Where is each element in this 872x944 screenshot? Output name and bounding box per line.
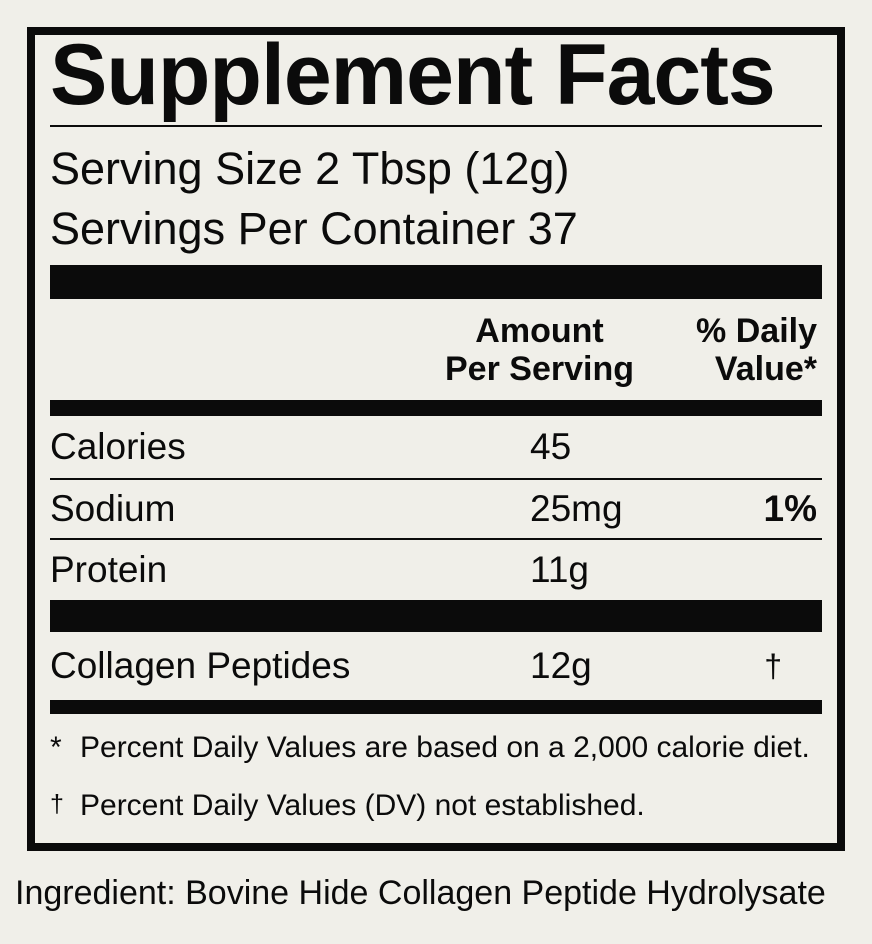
separator-bar-under-header	[50, 400, 822, 416]
row-divider	[50, 538, 822, 540]
footnote-dv-not-established: † Percent Daily Values (DV) not establis…	[50, 788, 822, 824]
footnote-daily-values: * Percent Daily Values are based on a 2,…	[50, 730, 822, 766]
footnote-text: Percent Daily Values (DV) not establishe…	[80, 789, 645, 822]
nutrient-name: Protein	[50, 549, 168, 590]
amount-header-line2: Per Serving	[445, 350, 634, 388]
nutrient-row-sodium: Sodium 25mg 1%	[50, 480, 822, 538]
servings-per-container: Servings Per Container 37	[50, 203, 578, 254]
dagger-symbol: †	[50, 790, 64, 818]
nutrient-amount: 45	[530, 426, 572, 467]
dv-header-line1: % Daily	[696, 312, 817, 350]
nutrient-row-protein: Protein 11g	[50, 540, 822, 600]
serving-size: Serving Size 2 Tbsp (12g)	[50, 143, 570, 194]
ingredient-statement: Ingredient: Bovine Hide Collagen Peptide…	[15, 874, 826, 912]
nutrient-row-calories: Calories 45	[50, 416, 822, 478]
column-header-row: Amount Per Serving % Daily Value*	[50, 299, 822, 400]
nutrient-name: Collagen Peptides	[50, 645, 351, 686]
nutrient-amount: 25mg	[530, 488, 623, 529]
nutrient-amount: 11g	[530, 549, 589, 590]
separator-bar-thick-mid	[50, 600, 822, 632]
separator-bar-thick-top	[50, 265, 822, 299]
supplement-facts-panel: Supplement Facts Serving Size 2 Tbsp (12…	[27, 27, 845, 851]
amount-per-serving-header: Amount Per Serving	[445, 312, 634, 388]
asterisk-symbol: *	[50, 731, 62, 764]
separator-bar-bottom	[50, 700, 822, 714]
daily-value-header: % Daily Value*	[696, 312, 822, 388]
title-divider	[50, 125, 822, 127]
dv-header-line2: Value*	[714, 350, 817, 388]
serving-info: Serving Size 2 Tbsp (12g) Servings Per C…	[50, 139, 822, 259]
nutrient-dv-dagger: †	[764, 647, 782, 684]
nutrient-name: Sodium	[50, 488, 176, 529]
row-divider	[50, 478, 822, 480]
nutrient-dv: 1%	[763, 488, 817, 529]
amount-header-line1: Amount	[475, 312, 604, 350]
nutrient-amount: 12g	[530, 645, 592, 686]
panel-title: Supplement Facts	[50, 27, 776, 123]
nutrient-name: Calories	[50, 426, 186, 467]
footnote-text: Percent Daily Values are based on a 2,00…	[80, 731, 810, 764]
nutrient-row-collagen-peptides: Collagen Peptides 12g †	[50, 632, 822, 700]
